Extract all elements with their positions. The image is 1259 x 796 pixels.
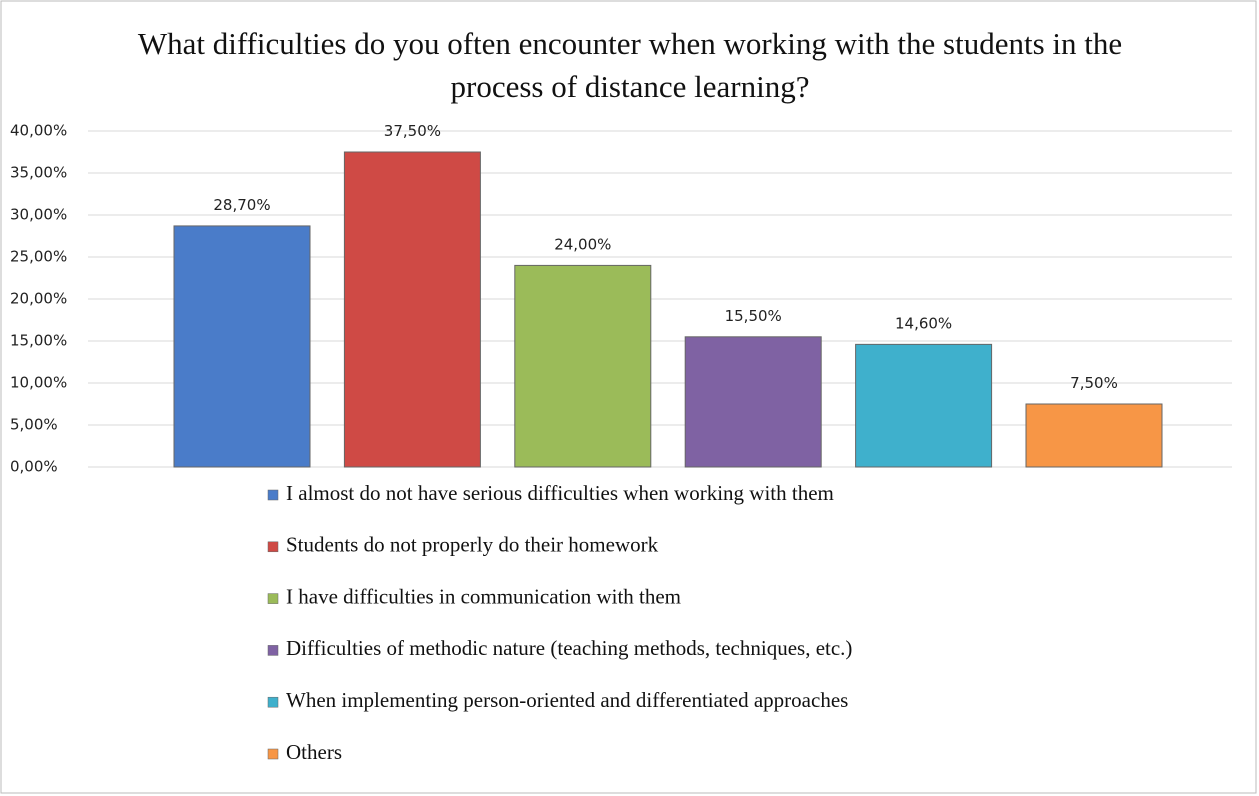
legend-label: Difficulties of methodic nature (teachin… — [286, 636, 852, 660]
value-label: 37,50% — [384, 122, 441, 140]
value-label: 24,00% — [554, 235, 611, 253]
y-tick-label: 5,00% — [10, 416, 58, 434]
legend-label: I have difficulties in communication wit… — [286, 584, 681, 608]
bar — [343, 151, 481, 468]
legend-marker — [267, 541, 279, 553]
y-tick-label: 30,00% — [10, 206, 67, 224]
y-tick-label: 25,00% — [10, 248, 67, 266]
bar — [1025, 403, 1163, 468]
y-tick-label: 20,00% — [10, 290, 67, 308]
y-tick-label: 10,00% — [10, 374, 67, 392]
legend-label: Others — [286, 740, 342, 764]
value-label: 7,50% — [1070, 374, 1118, 392]
legend-marker — [267, 645, 279, 656]
bar — [173, 225, 311, 468]
bar — [855, 343, 993, 468]
bar — [684, 336, 822, 468]
legend-marker — [267, 593, 279, 604]
legend-marker — [267, 748, 279, 760]
y-tick-label: 35,00% — [10, 164, 67, 182]
y-tick-label: 40,00% — [10, 122, 67, 140]
y-tick-label: 15,00% — [10, 332, 67, 350]
value-label: 15,50% — [725, 307, 782, 325]
legend-label: When implementing person-oriented and di… — [286, 688, 848, 712]
legend-label: Students do not properly do their homewo… — [286, 533, 659, 557]
y-tick-label: 0,00% — [10, 458, 58, 476]
value-label: 14,60% — [895, 314, 952, 332]
legend-marker — [267, 696, 279, 708]
legend-label: I almost do not have serious difficultie… — [286, 481, 834, 505]
bar — [514, 264, 652, 468]
value-label: 28,70% — [213, 196, 270, 214]
legend-marker — [267, 489, 279, 501]
chart-title: What difficulties do you often encounter… — [137, 26, 1123, 104]
